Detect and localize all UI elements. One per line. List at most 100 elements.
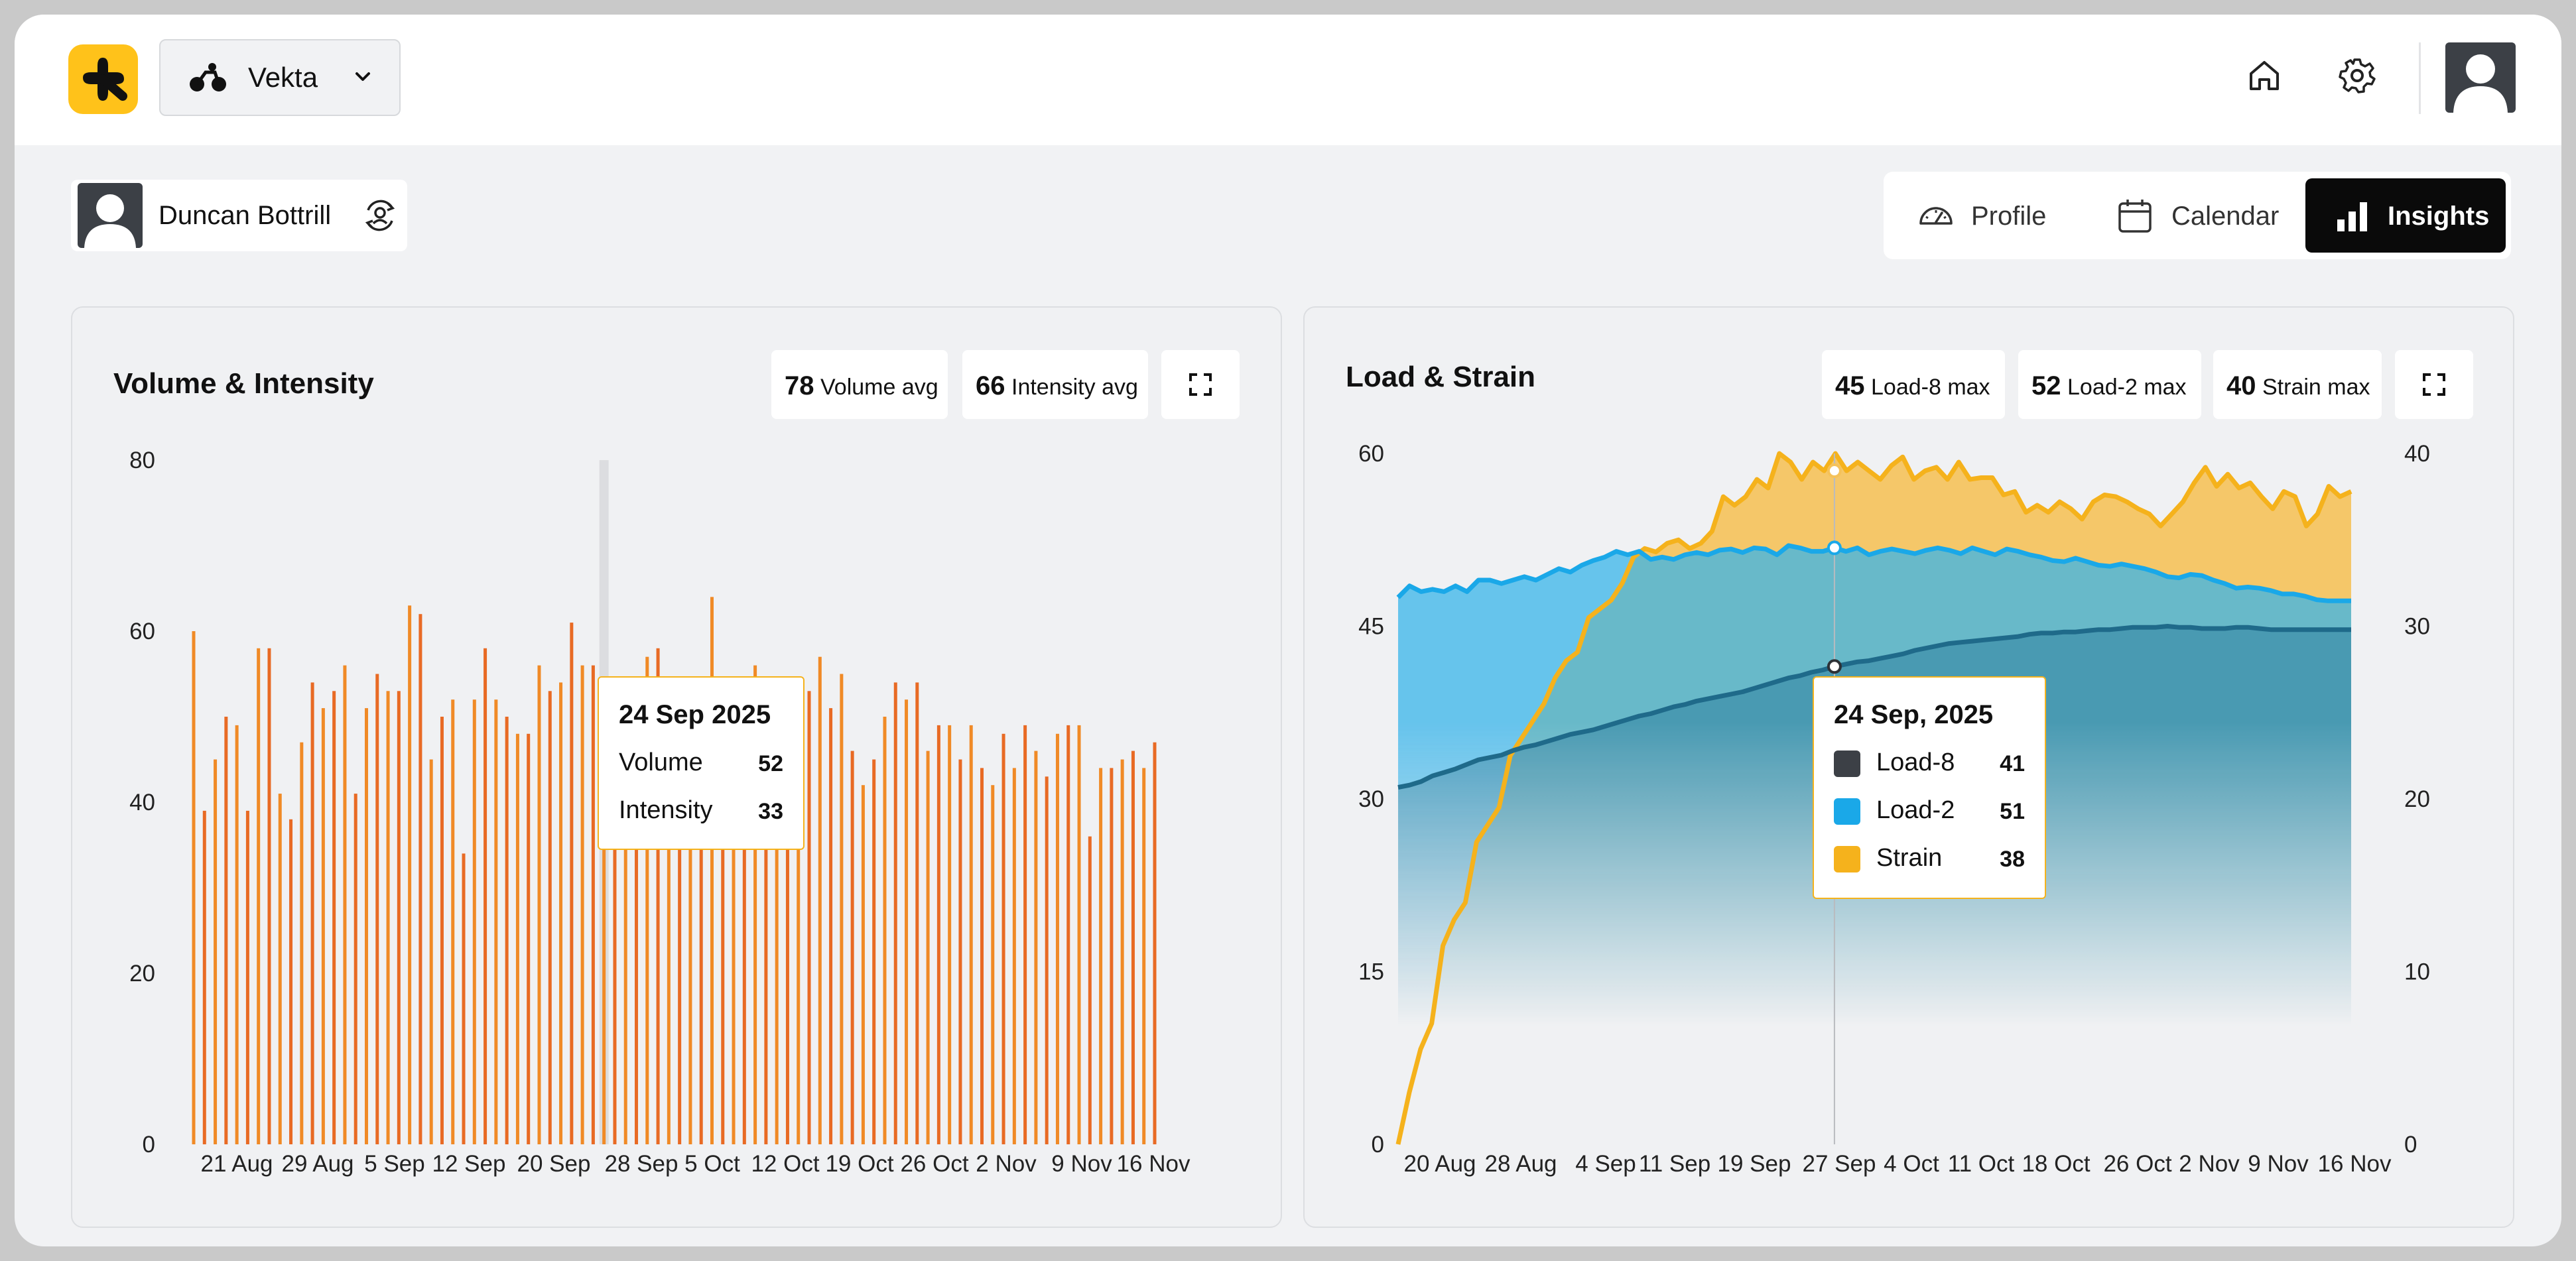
tab-profile[interactable]: Profile xyxy=(1897,178,2075,253)
x-tick-label: 28 Sep xyxy=(605,1151,678,1177)
volume-bar xyxy=(462,853,466,1144)
bike-icon xyxy=(190,63,226,91)
volume-bar xyxy=(775,691,779,1144)
volume-bar xyxy=(861,785,865,1144)
home-icon[interactable] xyxy=(2244,56,2284,95)
volume-bar xyxy=(235,725,239,1144)
volume-bar xyxy=(721,717,725,1144)
load8-line xyxy=(1397,624,2351,790)
stat-value: 40 xyxy=(2226,371,2256,400)
plus-logo-icon[interactable] xyxy=(68,44,138,114)
tab-calendar[interactable]: Calendar xyxy=(2094,178,2299,253)
load8-max-stat: 45 Load-8 max xyxy=(1822,350,2005,419)
expand-button[interactable] xyxy=(1161,350,1240,419)
workspace-selector[interactable]: Vekta xyxy=(159,39,401,116)
volume-bar xyxy=(1077,725,1081,1144)
y-tick-label-right: 10 xyxy=(2404,959,2430,985)
athlete-selector[interactable]: Duncan Bottrill xyxy=(71,180,407,251)
x-tick-label: 16 Nov xyxy=(1117,1151,1191,1177)
load2-point xyxy=(1827,540,1842,556)
volume-bar xyxy=(429,759,433,1144)
volume-bar xyxy=(936,725,940,1144)
tooltip-value: 38 xyxy=(2000,847,2025,872)
y-tick-label: 80 xyxy=(129,448,155,473)
volume-bar xyxy=(1066,725,1070,1144)
volume-bar xyxy=(602,717,606,1144)
sub-header: Duncan Bottrill Profile xyxy=(15,145,2561,288)
volume-bar xyxy=(850,751,854,1144)
gauge-icon xyxy=(1919,207,1953,225)
stat-label: Load-8 max xyxy=(1871,375,1990,400)
stat-value: 52 xyxy=(2031,371,2061,400)
view-tabs: Profile Calendar Insights xyxy=(1884,172,2511,259)
volume-bar xyxy=(397,691,401,1144)
x-tick-label: 26 Oct xyxy=(900,1151,968,1177)
divider xyxy=(2419,42,2421,114)
load-strain-panel: Load & Strain 45 Load-8 max 52 Load-2 ma… xyxy=(1303,306,2514,1228)
volume-bar xyxy=(753,665,757,1144)
volume-bar xyxy=(688,725,692,1144)
stat-label: Volume avg xyxy=(820,375,938,400)
tooltip-value: 33 xyxy=(758,799,783,824)
x-tick-label: 27 Sep xyxy=(1803,1151,1876,1177)
strain-max-stat: 40 Strain max xyxy=(2213,350,2382,419)
volume-bar xyxy=(926,751,930,1144)
y-tick-label-right: 0 xyxy=(2404,1132,2417,1158)
stat-label: Strain max xyxy=(2262,375,2370,400)
x-tick-label: 5 Sep xyxy=(364,1151,424,1177)
y-tick-label-right: 30 xyxy=(2404,614,2430,640)
volume-bar xyxy=(958,759,962,1144)
volume-bar xyxy=(375,674,379,1144)
volume-bar xyxy=(980,768,984,1144)
athlete-name: Duncan Bottrill xyxy=(159,201,332,230)
volume-bar xyxy=(515,733,519,1144)
volume-bar xyxy=(764,742,768,1144)
tab-insights[interactable]: Insights xyxy=(2305,178,2506,253)
y-tick-label-left: 60 xyxy=(1358,441,1384,467)
stat-label: Intensity avg xyxy=(1011,375,1138,400)
gear-icon[interactable] xyxy=(2337,56,2377,95)
volume-bar xyxy=(991,785,995,1144)
volume-bar xyxy=(807,691,811,1144)
x-tick-label: 12 Oct xyxy=(751,1151,819,1177)
y-tick-label: 40 xyxy=(129,790,155,815)
volume-bar xyxy=(451,699,455,1144)
volume-bar xyxy=(278,794,282,1144)
strain-point xyxy=(1827,463,1842,479)
volume-bar xyxy=(1023,725,1027,1144)
stat-value: 45 xyxy=(1835,371,1865,400)
y-tick-label-left: 45 xyxy=(1358,614,1384,640)
expand-button[interactable] xyxy=(2395,350,2473,419)
volume-bar xyxy=(785,751,789,1144)
volume-bar xyxy=(483,648,487,1144)
expand-icon xyxy=(2423,373,2445,396)
load8-point xyxy=(1827,659,1842,674)
volume-bar xyxy=(1099,768,1103,1144)
top-bar: Vekta xyxy=(15,15,2561,145)
tab-label: Calendar xyxy=(2171,202,2280,231)
strain-line xyxy=(1395,451,2352,1145)
volume-bar xyxy=(893,682,897,1144)
volume-bar xyxy=(354,794,357,1144)
tooltip-value: 51 xyxy=(2000,799,2025,824)
tooltip-label: Load-8 xyxy=(1876,749,1955,776)
volume-bar xyxy=(408,605,412,1144)
x-tick-label: 19 Oct xyxy=(825,1151,893,1177)
avatar-icon[interactable] xyxy=(2445,42,2516,113)
volume-bar xyxy=(613,742,617,1144)
switch-user-icon[interactable] xyxy=(361,197,399,234)
y-tick-label-left: 15 xyxy=(1358,959,1384,985)
volume-bar xyxy=(300,742,304,1144)
y-tick-label-right: 20 xyxy=(2404,786,2430,812)
volume-bar xyxy=(905,699,909,1144)
y-tick-label-left: 0 xyxy=(1372,1132,1384,1158)
volume-bar xyxy=(580,665,584,1144)
y-tick-label-right: 40 xyxy=(2404,441,2430,467)
volume-bar xyxy=(915,682,919,1144)
volume-bar xyxy=(559,682,563,1144)
volume-intensity-chart: 0 20 40 60 80 21 Aug 29 Aug 5 Sep 12 Sep 20 Sep 28… xyxy=(129,448,1191,1177)
chart-tooltip: 24 Sep, 2025 Load-8 41 Load-2 51 Strain … xyxy=(1813,676,2046,899)
x-tick-label: 4 Sep xyxy=(1575,1151,1636,1177)
x-tick-label: 26 Oct xyxy=(2103,1151,2171,1177)
x-tick-label: 12 Sep xyxy=(432,1151,506,1177)
